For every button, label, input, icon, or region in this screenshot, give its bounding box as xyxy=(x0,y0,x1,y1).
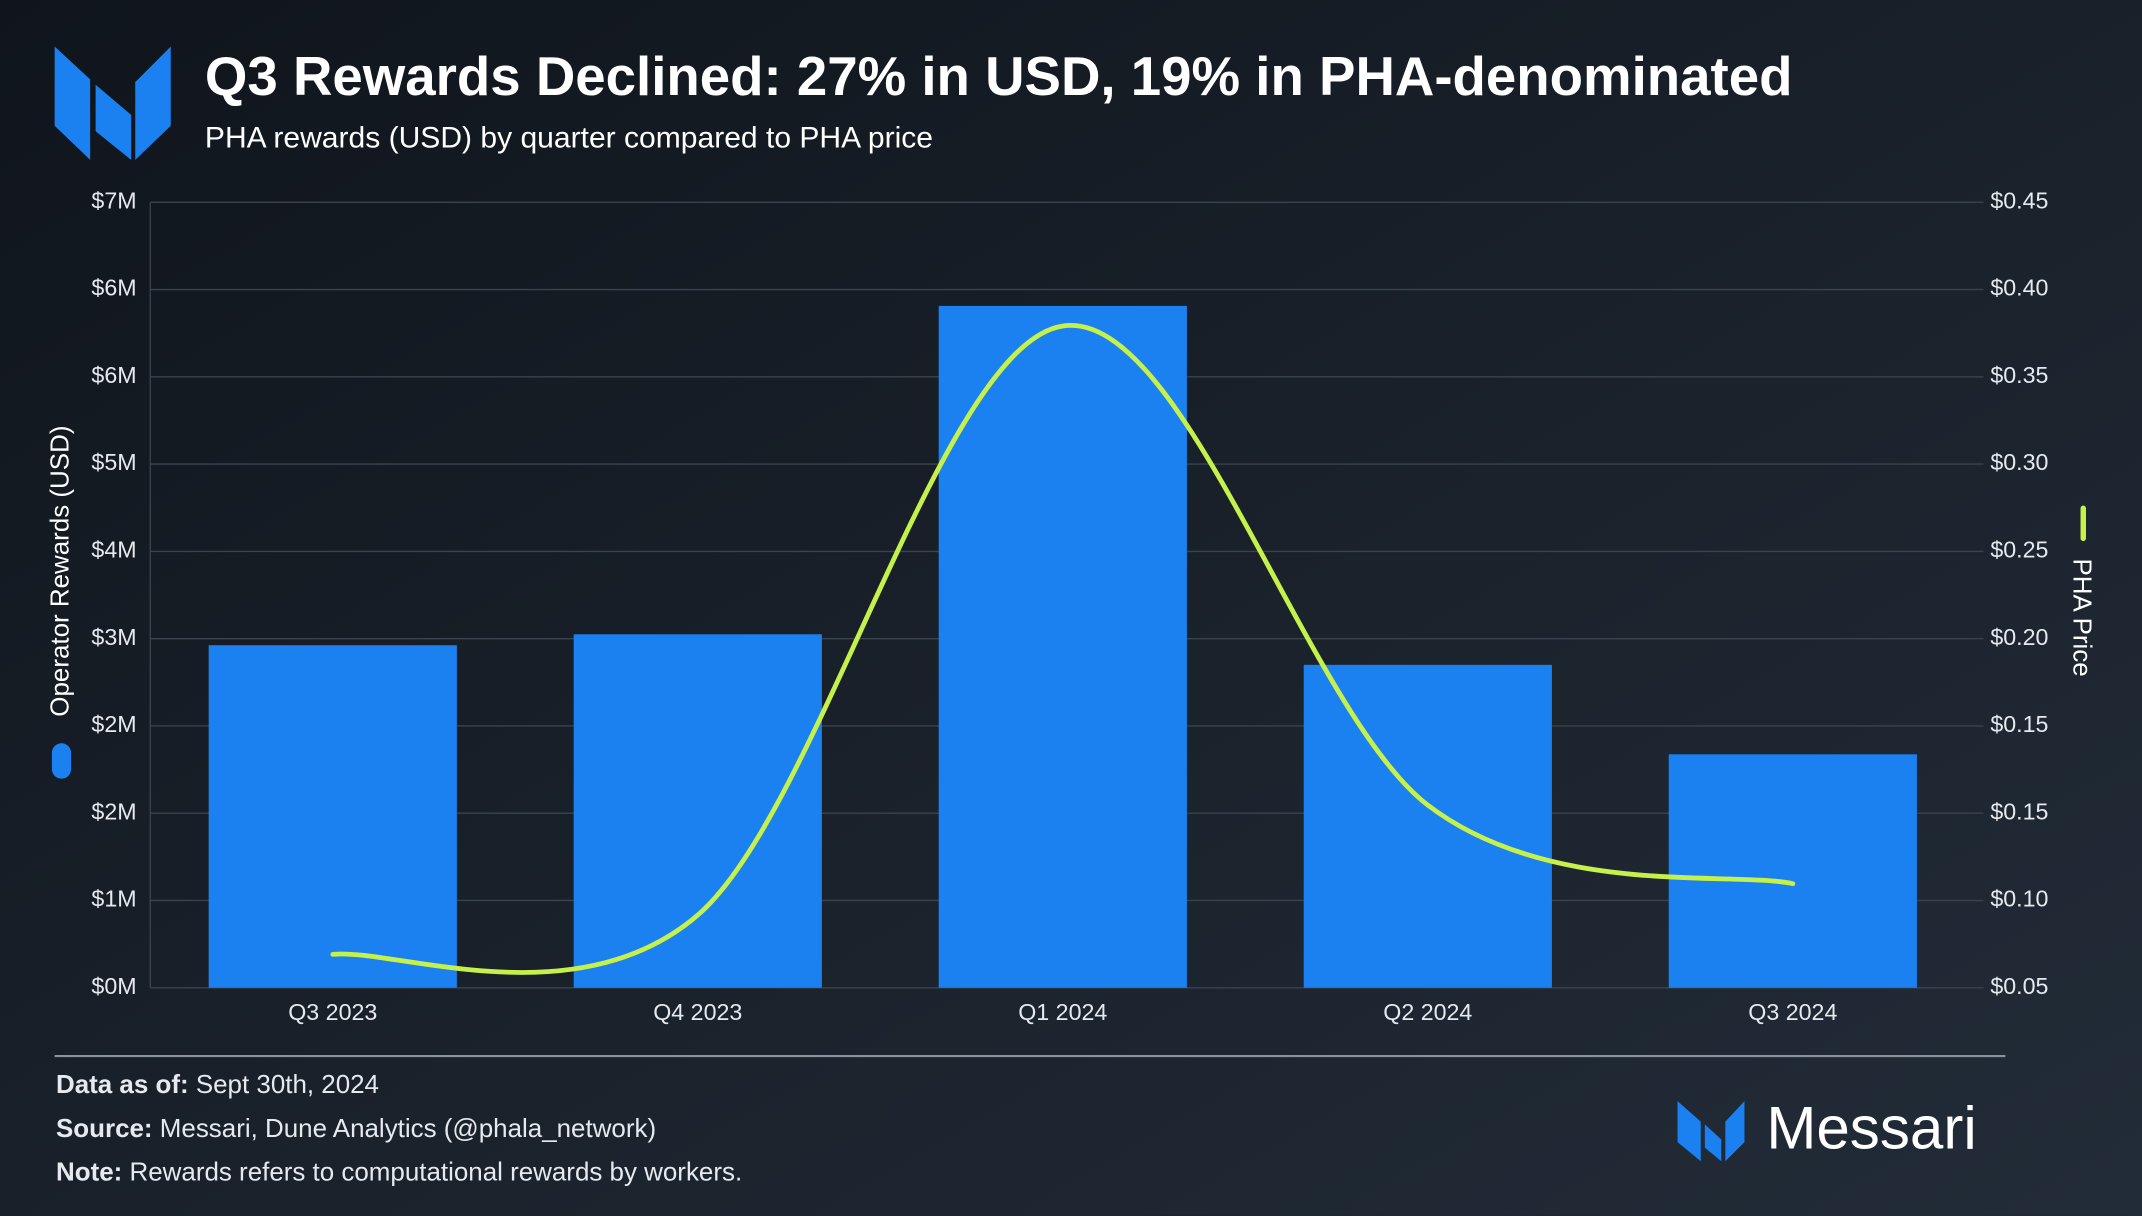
legend-marker xyxy=(51,743,72,779)
bar xyxy=(573,634,822,988)
logo xyxy=(54,46,171,160)
y-tick-label: $1M xyxy=(91,886,136,912)
footer-line: Data as of: Sept 30th, 2024 xyxy=(56,1071,379,1099)
line xyxy=(330,323,1796,975)
footer-text: Messari, Dune Analytics (@phala_network) xyxy=(160,1115,656,1143)
footer-label: Source: xyxy=(56,1115,153,1143)
y-tick-label: $4M xyxy=(91,537,136,563)
x-tick-label: Q4 2023 xyxy=(653,999,742,1025)
y-axis-title: Operator Rewards (USD) xyxy=(46,426,74,717)
footer-line: Note: Rewards refers to computational re… xyxy=(56,1158,742,1186)
bar xyxy=(1303,664,1552,988)
x-tick-label: Q2 2024 xyxy=(1383,999,1472,1025)
y-tick-label: $2M xyxy=(91,711,136,737)
footer-text: Rewards refers to computational rewards … xyxy=(130,1158,743,1186)
y-tick-label: $7M xyxy=(91,187,136,213)
chart-title: Q3 Rewards Declined: 27% in USD, 19% in … xyxy=(205,46,1793,107)
x-tick-label: Q3 2023 xyxy=(288,999,377,1025)
y-tick-label: $6M xyxy=(91,275,136,301)
y2-tick-label: $0.05 xyxy=(1990,973,2048,999)
y2-tick-label: $0.30 xyxy=(1990,449,2048,475)
footer-line: Source: Messari, Dune Analytics (@phala_… xyxy=(56,1115,656,1143)
y-tick-label: $5M xyxy=(91,449,136,475)
y-tick-label: $2M xyxy=(91,798,136,824)
footer-space xyxy=(189,1071,196,1099)
x-tick-label: Q1 2024 xyxy=(1018,999,1107,1025)
bar xyxy=(208,645,457,988)
y-tick-label: $6M xyxy=(91,362,136,388)
x-tick-label: Q3 2024 xyxy=(1748,999,1837,1025)
chart-subtitle: PHA rewards (USD) by quarter compared to… xyxy=(205,121,933,154)
y2-axis-title: PHA Price xyxy=(2068,558,2096,676)
footer-space xyxy=(153,1115,160,1143)
bar xyxy=(938,305,1187,988)
y2-tick-label: $0.45 xyxy=(1990,187,2048,213)
footer-label: Data as of: xyxy=(56,1071,189,1099)
y2-tick-label: $0.35 xyxy=(1990,362,2048,388)
brand-name: Messari xyxy=(1766,1094,1976,1161)
footer-label: Note: xyxy=(56,1158,122,1186)
bar xyxy=(1668,754,1917,988)
y2-tick-label: $0.40 xyxy=(1990,275,2048,301)
y-tick-label: $3M xyxy=(91,624,136,650)
y2-tick-label: $0.25 xyxy=(1990,537,2048,563)
brand-logo xyxy=(1677,1101,1745,1162)
footer-text: Sept 30th, 2024 xyxy=(196,1071,379,1099)
y2-tick-label: $0.15 xyxy=(1990,798,2048,824)
y2-tick-label: $0.20 xyxy=(1990,624,2048,650)
footer-space xyxy=(122,1158,129,1186)
y2-tick-label: $0.15 xyxy=(1990,711,2048,737)
y-tick-label: $0M xyxy=(91,973,136,999)
y2-tick-label: $0.10 xyxy=(1990,886,2048,912)
